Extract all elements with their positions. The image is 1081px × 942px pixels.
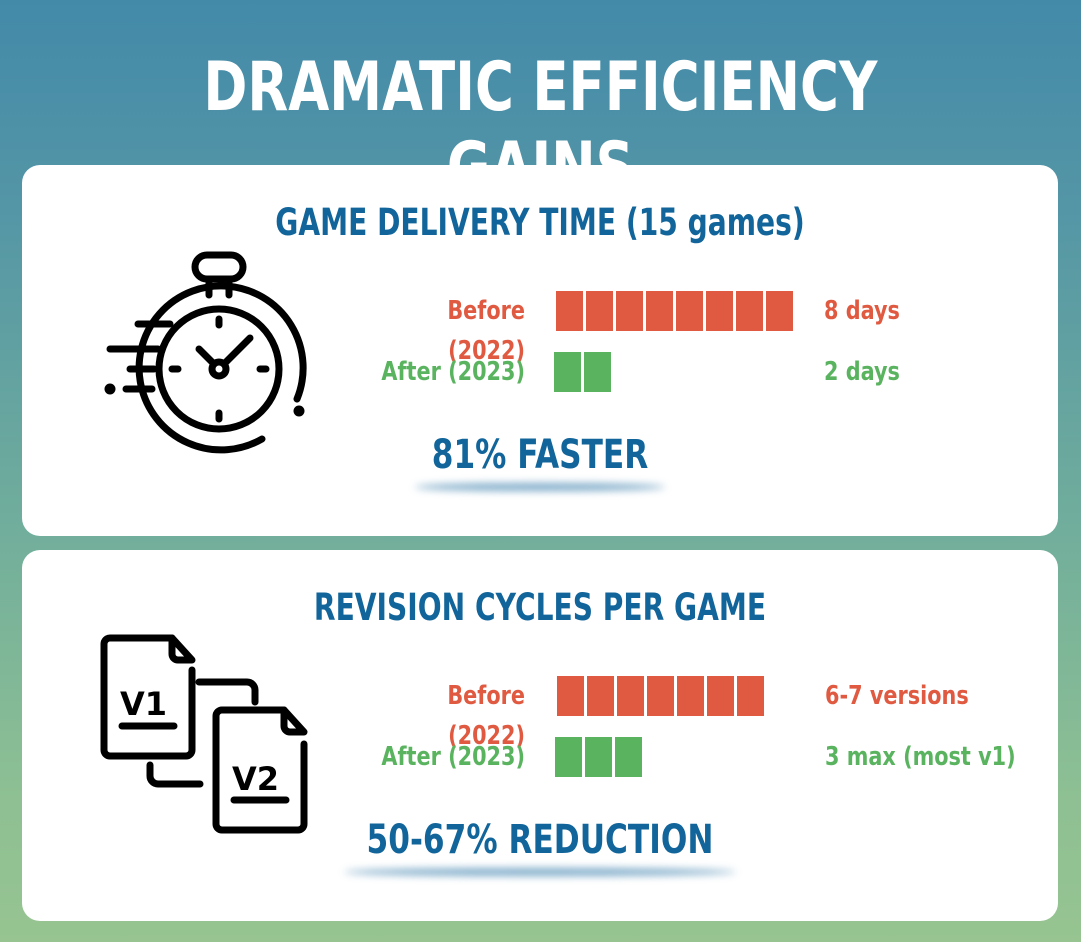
after-value: 2 days: [824, 357, 900, 387]
delivery-time-card: GAME DELIVERY TIME (15 games) Before (20…: [22, 165, 1058, 536]
before-value: 8 days: [824, 296, 900, 326]
card-title: GAME DELIVERY TIME (15 games): [275, 201, 805, 244]
stopwatch-icon: [104, 251, 307, 454]
after-bar: [554, 352, 611, 392]
highlight-underline: [415, 483, 665, 491]
before-label: Before (2022): [447, 681, 525, 751]
revision-cycles-card: REVISION CYCLES PER GAME V1 V2 Before (2…: [22, 550, 1058, 921]
document-versions-icon: V1 V2: [100, 634, 308, 834]
before-value: 6-7 versions: [825, 681, 969, 711]
svg-text:V2: V2: [232, 760, 279, 798]
after-label: After (2023): [381, 742, 525, 772]
highlight-stat: 50-67% REDUCTION: [366, 817, 714, 863]
highlight-underline: [344, 868, 736, 876]
before-label: Before (2022): [447, 296, 525, 366]
before-bar: [557, 676, 764, 716]
after-bar: [555, 737, 642, 777]
svg-text:V1: V1: [120, 685, 167, 723]
card-title: REVISION CYCLES PER GAME: [313, 586, 767, 629]
after-label: After (2023): [381, 357, 525, 387]
before-bar: [556, 291, 793, 331]
highlight-stat: 81% FASTER: [431, 432, 649, 478]
after-value: 3 max (most v1): [825, 742, 1016, 772]
